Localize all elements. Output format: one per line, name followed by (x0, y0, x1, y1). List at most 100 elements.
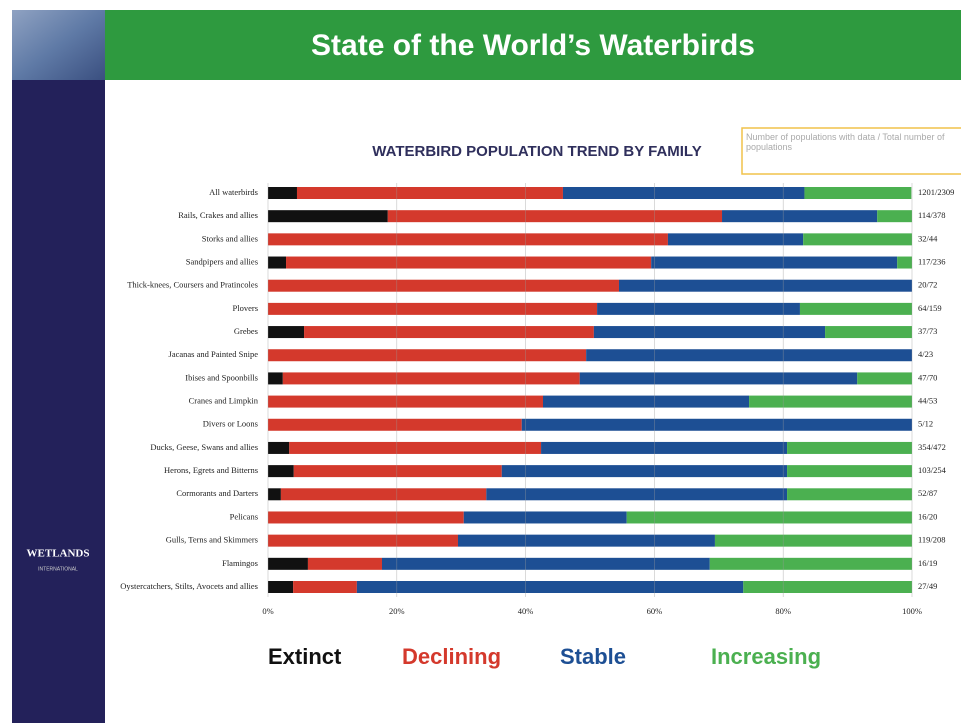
bar-segment (280, 488, 487, 501)
bar-segment (268, 534, 458, 547)
bar-segment (282, 372, 580, 385)
bar-segment (787, 441, 912, 454)
bar-segment (897, 256, 912, 269)
bar-segment (541, 441, 788, 454)
bar-segment (268, 557, 308, 570)
bar-segment (714, 534, 912, 547)
category-label: Sandpipers and allies (186, 256, 258, 266)
bar-segment (268, 511, 464, 524)
bar-segment (293, 465, 502, 478)
note-wrap: Number of populations with data / Total … (746, 132, 945, 152)
bar-segment (304, 326, 594, 339)
ratio-label: 32/44 (918, 233, 938, 243)
category-label: Ducks, Geese, Swans and allies (150, 442, 258, 452)
category-label: Oystercatchers, Stilts, Avocets and alli… (120, 581, 258, 591)
bar-segment (579, 372, 858, 385)
category-label: Cranes and Limpkin (189, 396, 259, 406)
bar-segment (387, 210, 723, 223)
x-tick-label: 40% (518, 606, 534, 616)
bar-segment (296, 187, 563, 199)
legend-label: Stable (560, 644, 626, 669)
ratio-label: 4/23 (918, 349, 933, 359)
bar-segment (521, 418, 912, 431)
bar-segment (307, 557, 382, 570)
bar-segment (268, 372, 283, 385)
category-label: Divers or Loons (203, 419, 258, 429)
ratio-label: 114/378 (918, 210, 946, 220)
ratio-label: 1201/2309 (918, 187, 954, 197)
ratio-label: 47/70 (918, 372, 937, 382)
bar-segment (651, 256, 898, 269)
legend-label: Extinct (268, 644, 342, 669)
bar-segment (586, 349, 912, 362)
category-label: Rails, Crakes and allies (178, 210, 258, 220)
category-label: Storks and allies (202, 233, 258, 243)
category-label: Herons, Egrets and Bitterns (164, 465, 258, 475)
bar-segment (825, 326, 912, 339)
ratio-label: 354/472 (918, 442, 946, 452)
category-label: Plovers (233, 303, 259, 313)
x-tick-label: 80% (775, 606, 791, 616)
bar-segment (268, 465, 294, 478)
bar-segment (597, 302, 800, 315)
ratio-label: 44/53 (918, 396, 937, 406)
ratio-label: 16/19 (918, 558, 937, 568)
bar-segment (857, 372, 912, 385)
chart-title: WATERBIRD POPULATION TREND BY FAMILY (372, 143, 701, 160)
category-label: Flamingos (222, 558, 258, 568)
bar-segment (286, 256, 652, 269)
bar-segment (268, 302, 598, 315)
bar-segment (268, 488, 281, 501)
category-label: Gulls, Terns and Skimmers (166, 535, 258, 545)
bar-segment (626, 511, 912, 524)
bar-segment (463, 511, 627, 524)
bar-segment (268, 581, 294, 593)
note: Number of populations with data / Total … (746, 132, 945, 152)
bar-segment (743, 581, 912, 593)
legend-label: Increasing (711, 644, 821, 669)
bar-segment (749, 395, 912, 408)
bar-segment (804, 187, 912, 199)
bar-segment (268, 279, 619, 292)
bar-segment (289, 441, 542, 454)
logo-sub: INTERNATIONAL (38, 566, 78, 572)
bar-segment (787, 488, 912, 501)
x-tick-label: 100% (902, 606, 922, 616)
category-label: Ibises and Spoonbills (185, 372, 258, 382)
bar-segment (268, 187, 297, 199)
category-label: Pelicans (230, 511, 258, 521)
bar-segment (799, 302, 912, 315)
bar-segment (268, 349, 587, 362)
bar-segment (268, 233, 668, 246)
bar-segment (293, 581, 357, 593)
bar-segment (501, 465, 788, 478)
header-bar (105, 10, 961, 80)
category-label: Thick-knees, Coursers and Pratincoles (127, 280, 258, 290)
legend-label: Declining (402, 644, 501, 669)
ratio-label: 37/73 (918, 326, 937, 336)
ratio-label: 119/208 (918, 535, 946, 545)
bar-segment (268, 395, 543, 408)
ratio-label: 52/87 (918, 488, 937, 498)
category-label: Jacanas and Painted Snipe (169, 349, 259, 359)
bar-segment (381, 557, 710, 570)
ratio-label: 16/20 (918, 511, 937, 521)
ratio-label: 20/72 (918, 280, 937, 290)
bar-segment (486, 488, 788, 501)
wave-image (12, 10, 105, 80)
bar-segment (542, 395, 750, 408)
bar-segment (268, 441, 290, 454)
bar-segment (268, 210, 388, 223)
bar-segment (803, 233, 912, 246)
side-strip (12, 10, 105, 723)
x-tick-label: 0% (262, 606, 273, 616)
category-label: Cormorants and Darters (176, 488, 258, 498)
bar-segment (562, 187, 805, 199)
bar-segment (268, 326, 305, 339)
slide-title: State of the World’s Waterbirds (311, 29, 755, 62)
ratio-label: 103/254 (918, 465, 947, 475)
bar-segment (268, 256, 287, 269)
note-box (741, 127, 961, 175)
bar-segment (667, 233, 804, 246)
